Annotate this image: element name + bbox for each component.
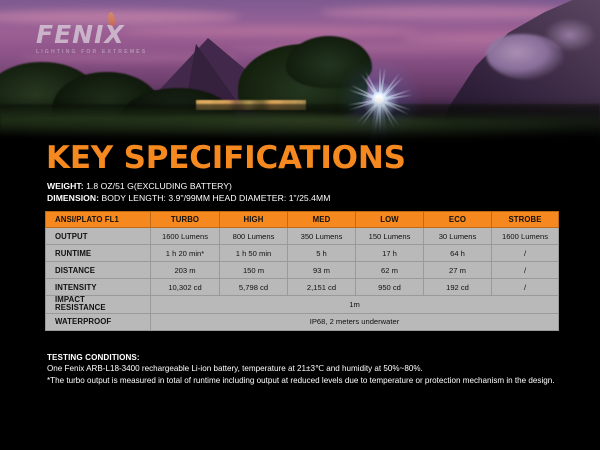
rock-outcrop [544,18,596,52]
summary-specs: WEIGHT: 1.8 OZ/51 G(EXCLUDING BATTERY) D… [47,180,330,204]
cell-intensity-eco: 192 cd [423,278,492,296]
row-label-waterproof: WATERPROOF [45,312,151,331]
table-row: OUTPUT 1600 Lumens 800 Lumens 350 Lumens… [45,227,559,245]
column-header-high: HIGH [219,211,288,228]
row-label-output: OUTPUT [45,227,151,245]
impact-label-line2: RESISTANCE [55,303,106,313]
cell-impact-resistance-value: 1m [150,295,559,314]
dimension-label: DIMENSION: [47,193,100,204]
cell-intensity-low: 950 cd [355,278,424,296]
cell-distance-turbo: 203 m [150,261,220,279]
cloud-streak [20,54,240,62]
table-row: WATERPROOF IP68, 2 meters underwater [45,312,559,331]
weight-value: 1.8 OZ/51 G(EXCLUDING BATTERY) [83,181,232,191]
cell-distance-high: 150 m [219,261,288,279]
page-title: KEY SPECIFICATIONS [46,140,406,176]
cell-intensity-med: 2,151 cd [287,278,356,296]
row-label-intensity: INTENSITY [45,278,151,296]
cloud-streak [0,10,240,24]
cell-output-med: 350 Lumens [287,227,356,245]
row-label-distance: DISTANCE [45,261,151,279]
cell-runtime-high: 1 h 50 min [219,244,288,262]
column-header-med: MED [287,211,356,228]
table-header: ANSI/PLATO FL1 TURBO HIGH MED LOW ECO ST… [45,211,559,228]
table-row: RUNTIME 1 h 20 min* 1 h 50 min 5 h 17 h … [45,244,559,262]
cell-distance-low: 62 m [355,261,424,279]
headlamp-core [372,92,386,106]
column-header-ansi: ANSI/PLATO FL1 [45,211,151,228]
cell-output-eco: 30 Lumens [423,227,492,245]
cell-distance-med: 93 m [287,261,356,279]
cell-output-strobe: 1600 Lumens [491,227,559,245]
header-row: ANSI/PLATO FL1 TURBO HIGH MED LOW ECO ST… [45,211,559,228]
cell-runtime-turbo: 1 h 20 min* [150,244,220,262]
testing-conditions-line-1: One Fenix ARB-L18-3400 rechargeable Li-i… [47,364,423,374]
cloud-streak [320,6,600,19]
dimension-line: DIMENSION: BODY LENGTH: 3.9"/99MM HEAD D… [47,192,330,204]
hero-photo-night-landscape [0,0,600,150]
testing-conditions-heading: TESTING CONDITIONS: [47,353,140,362]
table-row: INTENSITY 10,302 cd 5,798 cd 2,151 cd 95… [45,278,559,296]
table-body: OUTPUT 1600 Lumens 800 Lumens 350 Lumens… [45,227,559,331]
column-header-strobe: STROBE [491,211,559,228]
logo-tagline: LIGHTING FOR EXTREMES [36,49,148,55]
testing-conditions: TESTING CONDITIONS: One Fenix ARB-L18-34… [47,352,567,386]
cell-waterproof-value: IP68, 2 meters underwater [150,312,559,331]
column-header-turbo: TURBO [150,211,220,228]
testing-conditions-line-2: *The turbo output is measured in total o… [47,375,555,385]
row-label-runtime: RUNTIME [45,244,151,262]
cell-intensity-high: 5,798 cd [219,278,288,296]
impact-label-line1: IMPACT [55,295,85,304]
cell-runtime-low: 17 h [355,244,424,262]
specifications-table: ANSI/PLATO FL1 TURBO HIGH MED LOW ECO ST… [45,211,559,331]
weight-line: WEIGHT: 1.8 OZ/51 G(EXCLUDING BATTERY) [47,180,330,192]
cell-output-high: 800 Lumens [219,227,288,245]
cell-runtime-strobe: / [491,244,559,262]
column-header-eco: ECO [423,211,492,228]
cell-runtime-med: 5 h [287,244,356,262]
cell-intensity-turbo: 10,302 cd [150,278,220,296]
weight-label: WEIGHT: [47,181,84,191]
column-header-low: LOW [355,211,424,228]
cell-distance-eco: 27 m [423,261,492,279]
table-row: DISTANCE 203 m 150 m 93 m 62 m 27 m / [45,261,559,279]
cell-runtime-eco: 64 h [423,244,492,262]
cloud-streak [230,44,560,53]
row-label-impact-resistance: IMPACT RESISTANCE [45,295,151,314]
dimension-value: BODY LENGTH: 3.9"/99MM HEAD DIAMETER: 1"… [99,193,331,204]
logo-wordmark: FENIX [36,20,125,49]
table-row: IMPACT RESISTANCE 1m [45,295,559,314]
cell-distance-strobe: / [491,261,559,279]
cell-output-low: 150 Lumens [355,227,424,245]
cell-output-turbo: 1600 Lumens [150,227,220,245]
fenix-logo: FENIX LIGHTING FOR EXTREMES [36,11,148,55]
cell-intensity-strobe: / [491,278,559,296]
cloud-streak [120,26,420,36]
